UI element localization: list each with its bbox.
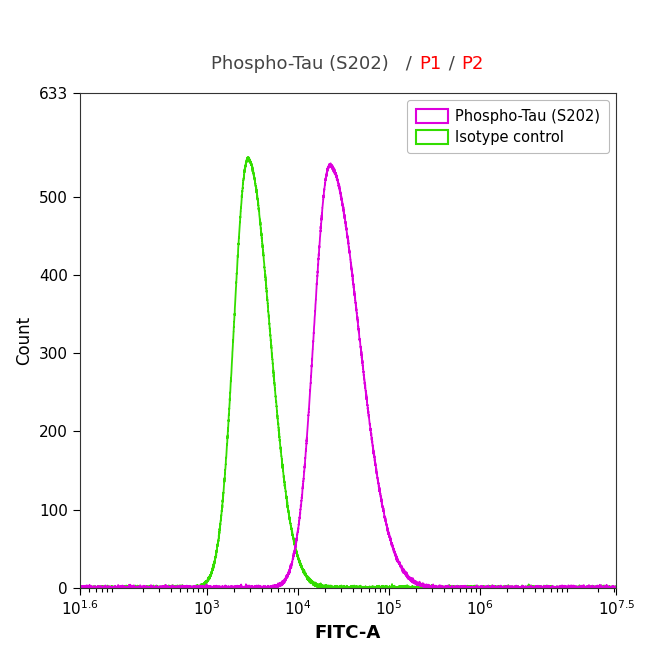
X-axis label: FITC-A: FITC-A [315, 624, 381, 642]
Legend: Phospho-Tau (S202), Isotype control: Phospho-Tau (S202), Isotype control [407, 100, 609, 153]
Text: /: / [443, 55, 460, 73]
Text: /: / [400, 55, 418, 73]
Y-axis label: Count: Count [15, 316, 33, 365]
Text: P2: P2 [462, 55, 484, 73]
Text: Phospho-Tau (S202): Phospho-Tau (S202) [211, 55, 389, 73]
Text: P1: P1 [419, 55, 441, 73]
